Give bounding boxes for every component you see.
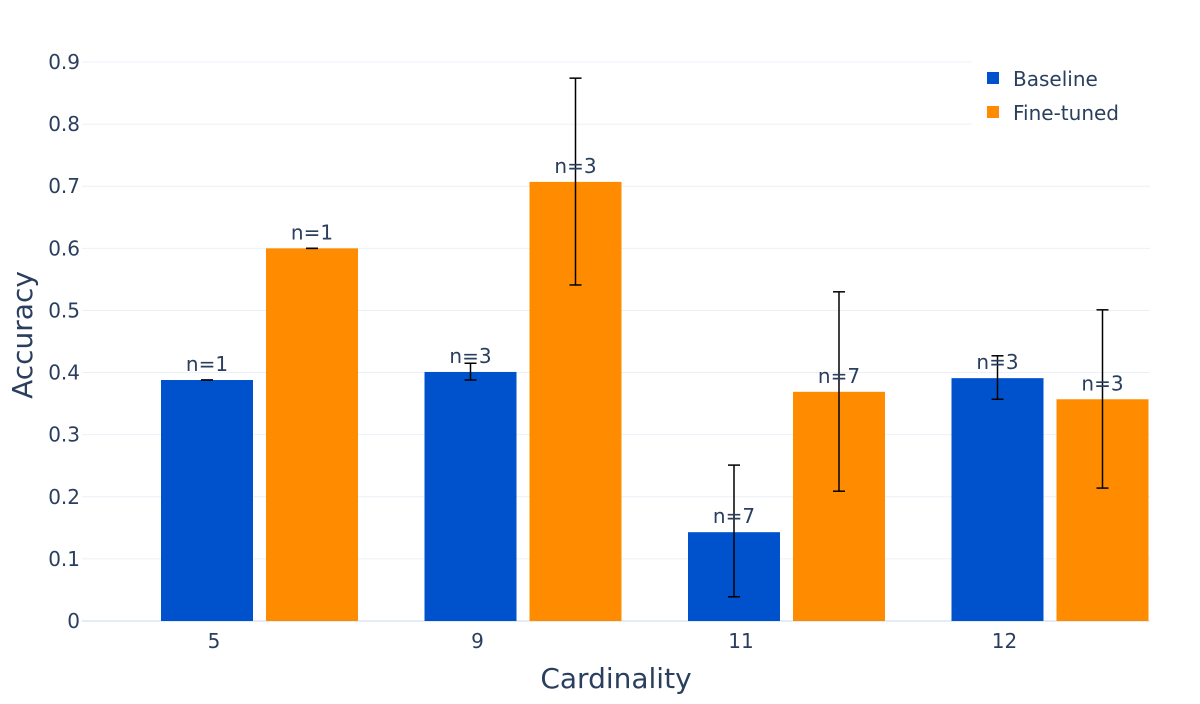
y-tick-label: 0.6 (48, 236, 80, 260)
y-axis-title: Accuracy (6, 271, 39, 399)
x-tick-label: 12 (992, 629, 1017, 653)
data-label: n=3 (554, 154, 596, 178)
x-tick-label: 9 (471, 629, 484, 653)
bar-fine-tuned (266, 248, 358, 621)
legend-label: Baseline (1013, 67, 1098, 91)
data-label: n=7 (818, 364, 860, 388)
y-tick-label: 0 (67, 609, 80, 633)
legend-background (972, 60, 1150, 128)
y-tick-label: 0.5 (48, 298, 80, 322)
data-label: n=3 (976, 350, 1018, 374)
y-tick-label: 0.9 (48, 50, 80, 74)
bar-baseline (161, 380, 253, 621)
y-tick-label: 0.1 (48, 547, 80, 571)
data-label: n=7 (713, 504, 755, 528)
y-tick-label: 0.7 (48, 174, 80, 198)
x-axis-ticks: 5 9 11 12 (208, 629, 1018, 653)
data-label: n=3 (449, 344, 491, 368)
x-tick-label: 5 (208, 629, 221, 653)
y-tick-label: 0.8 (48, 112, 80, 136)
legend-swatch (987, 106, 999, 118)
bars: n=1 n=1 n=3 n=3 n=7 n=7 n=3 n=3 (161, 77, 1149, 621)
data-label: n=1 (291, 220, 333, 244)
bar-baseline (424, 371, 517, 621)
data-label: n=1 (186, 352, 228, 376)
legend: Baseline Fine-tuned (972, 60, 1150, 128)
x-tick-label: 11 (728, 629, 753, 653)
y-axis-ticks: 0 0.1 0.2 0.3 0.4 0.5 0.6 0.7 0.8 0.9 (48, 50, 80, 633)
legend-label: Fine-tuned (1013, 101, 1119, 125)
data-label: n=3 (1081, 371, 1123, 395)
bar-baseline (951, 378, 1044, 621)
y-tick-label: 0.2 (48, 485, 80, 509)
legend-swatch (987, 72, 999, 84)
y-tick-label: 0.4 (48, 361, 80, 385)
x-axis-title: Cardinality (540, 662, 691, 695)
y-tick-label: 0.3 (48, 423, 80, 447)
